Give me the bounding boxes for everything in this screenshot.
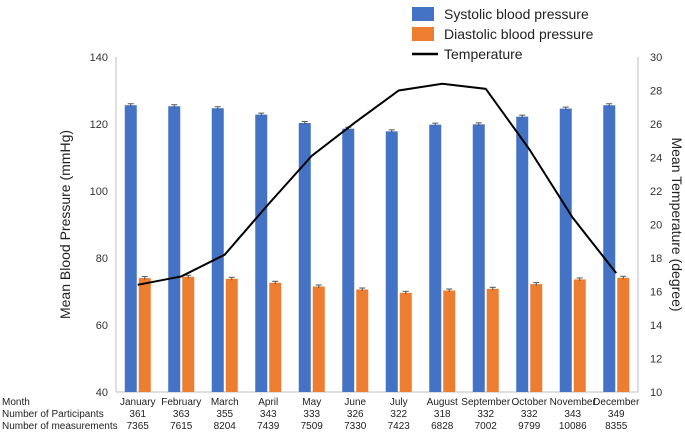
table-cell-measurements: 7330 [344, 421, 367, 432]
legend-label-systolic: Systolic blood pressure [444, 6, 589, 22]
table-cell-participants: 326 [347, 409, 364, 420]
bar-diastolic [356, 289, 369, 392]
bar-diastolic [399, 292, 412, 392]
table-cell-participants: 343 [260, 409, 277, 420]
bar-systolic [211, 108, 224, 392]
y-tick-label-left: 40 [96, 387, 108, 399]
bar-systolic [298, 122, 311, 393]
y-tick-label-right: 22 [650, 186, 662, 198]
table-cell-measurements: 8204 [214, 421, 237, 432]
bar-diastolic [225, 278, 238, 392]
x-tick-label-month: June [344, 397, 366, 408]
y-tick-label-left: 80 [96, 253, 108, 265]
bar-diastolic [443, 290, 456, 392]
table-cell-participants: 332 [477, 409, 494, 420]
bar-diastolic [486, 288, 499, 392]
y-tick-label-left: 60 [96, 320, 108, 332]
bar-diastolic [269, 282, 282, 392]
table-cell-measurements: 7423 [388, 421, 411, 432]
bar-systolic [472, 124, 485, 393]
table-cell-measurements: 7615 [170, 421, 193, 432]
x-tick-label-month: January [120, 397, 156, 408]
y-tick-label-right: 18 [650, 253, 662, 265]
table-cell-participants: 363 [173, 409, 190, 420]
x-tick-label-month: May [302, 397, 321, 408]
x-tick-label-month: October [511, 397, 547, 408]
bar-systolic [516, 116, 529, 392]
legend-label-temperature: Temperature [444, 46, 523, 62]
table-cell-participants: 332 [521, 409, 538, 420]
x-tick-label-month: August [427, 397, 458, 408]
bar-systolic [603, 105, 616, 393]
y-tick-label-right: 10 [650, 387, 662, 399]
bar-diastolic [312, 286, 325, 392]
y-tick-label-right: 26 [650, 119, 662, 131]
table-cell-participants: 355 [216, 409, 233, 420]
bar-systolic [385, 131, 398, 392]
y-tick-label-right: 16 [650, 287, 662, 299]
table-cell-measurements: 6828 [431, 421, 454, 432]
bar-systolic [255, 114, 268, 393]
table-cell-measurements: 7439 [257, 421, 280, 432]
table-row-label-participants: Number of Participants [2, 409, 104, 420]
y-tick-label-left: 120 [90, 119, 108, 131]
y-axis-title-right: Mean Temperature (degree) [669, 137, 685, 311]
y-tick-label-right: 30 [650, 52, 662, 64]
x-tick-label-month: February [161, 397, 201, 408]
bar-diastolic [182, 276, 195, 392]
bar-systolic [168, 106, 181, 393]
y-tick-label-right: 28 [650, 86, 662, 98]
table-row-label-month: Month [2, 397, 30, 408]
table-cell-measurements: 10086 [559, 421, 587, 432]
y-tick-label-left: 100 [90, 186, 108, 198]
x-tick-label-month: November [550, 397, 597, 408]
temperature-line [137, 82, 618, 286]
y-tick-label-right: 24 [650, 153, 662, 165]
bar-systolic [559, 108, 572, 392]
y-tick-label-right: 20 [650, 220, 662, 232]
table-cell-participants: 322 [390, 409, 407, 420]
legend-label-diastolic: Diastolic blood pressure [444, 26, 594, 42]
bar-diastolic [138, 278, 151, 392]
legend-swatch-diastolic [412, 27, 434, 41]
bar-systolic [429, 124, 442, 393]
bar-systolic [124, 105, 137, 393]
legend-swatch-systolic [412, 7, 434, 21]
bar-diastolic [617, 277, 630, 392]
table-row-label-measurements: Number of measurements [2, 421, 118, 432]
table-cell-measurements: 7365 [127, 421, 150, 432]
bar-diastolic [573, 279, 586, 392]
table-cell-measurements: 9799 [518, 421, 541, 432]
y-tick-label-right: 12 [650, 354, 662, 366]
table-cell-participants: 318 [434, 409, 451, 420]
y-axis-title-left: Mean Blood Pressure (mmHg) [57, 130, 73, 319]
x-tick-label-month: July [390, 397, 408, 408]
x-tick-label-month: September [461, 397, 511, 408]
y-tick-label-right: 14 [650, 320, 662, 332]
bar-systolic [342, 128, 355, 392]
x-tick-label-month: March [211, 397, 239, 408]
bar-diastolic [530, 284, 543, 392]
table-cell-measurements: 8355 [605, 421, 628, 432]
table-cell-participants: 361 [129, 409, 146, 420]
x-tick-label-month: April [258, 397, 278, 408]
table-cell-participants: 343 [564, 409, 581, 420]
x-tick-label-month: December [593, 397, 640, 408]
y-tick-label-left: 140 [90, 52, 108, 64]
table-cell-participants: 333 [303, 409, 320, 420]
table-cell-measurements: 7509 [301, 421, 324, 432]
table-cell-measurements: 7002 [475, 421, 498, 432]
table-cell-participants: 349 [608, 409, 625, 420]
